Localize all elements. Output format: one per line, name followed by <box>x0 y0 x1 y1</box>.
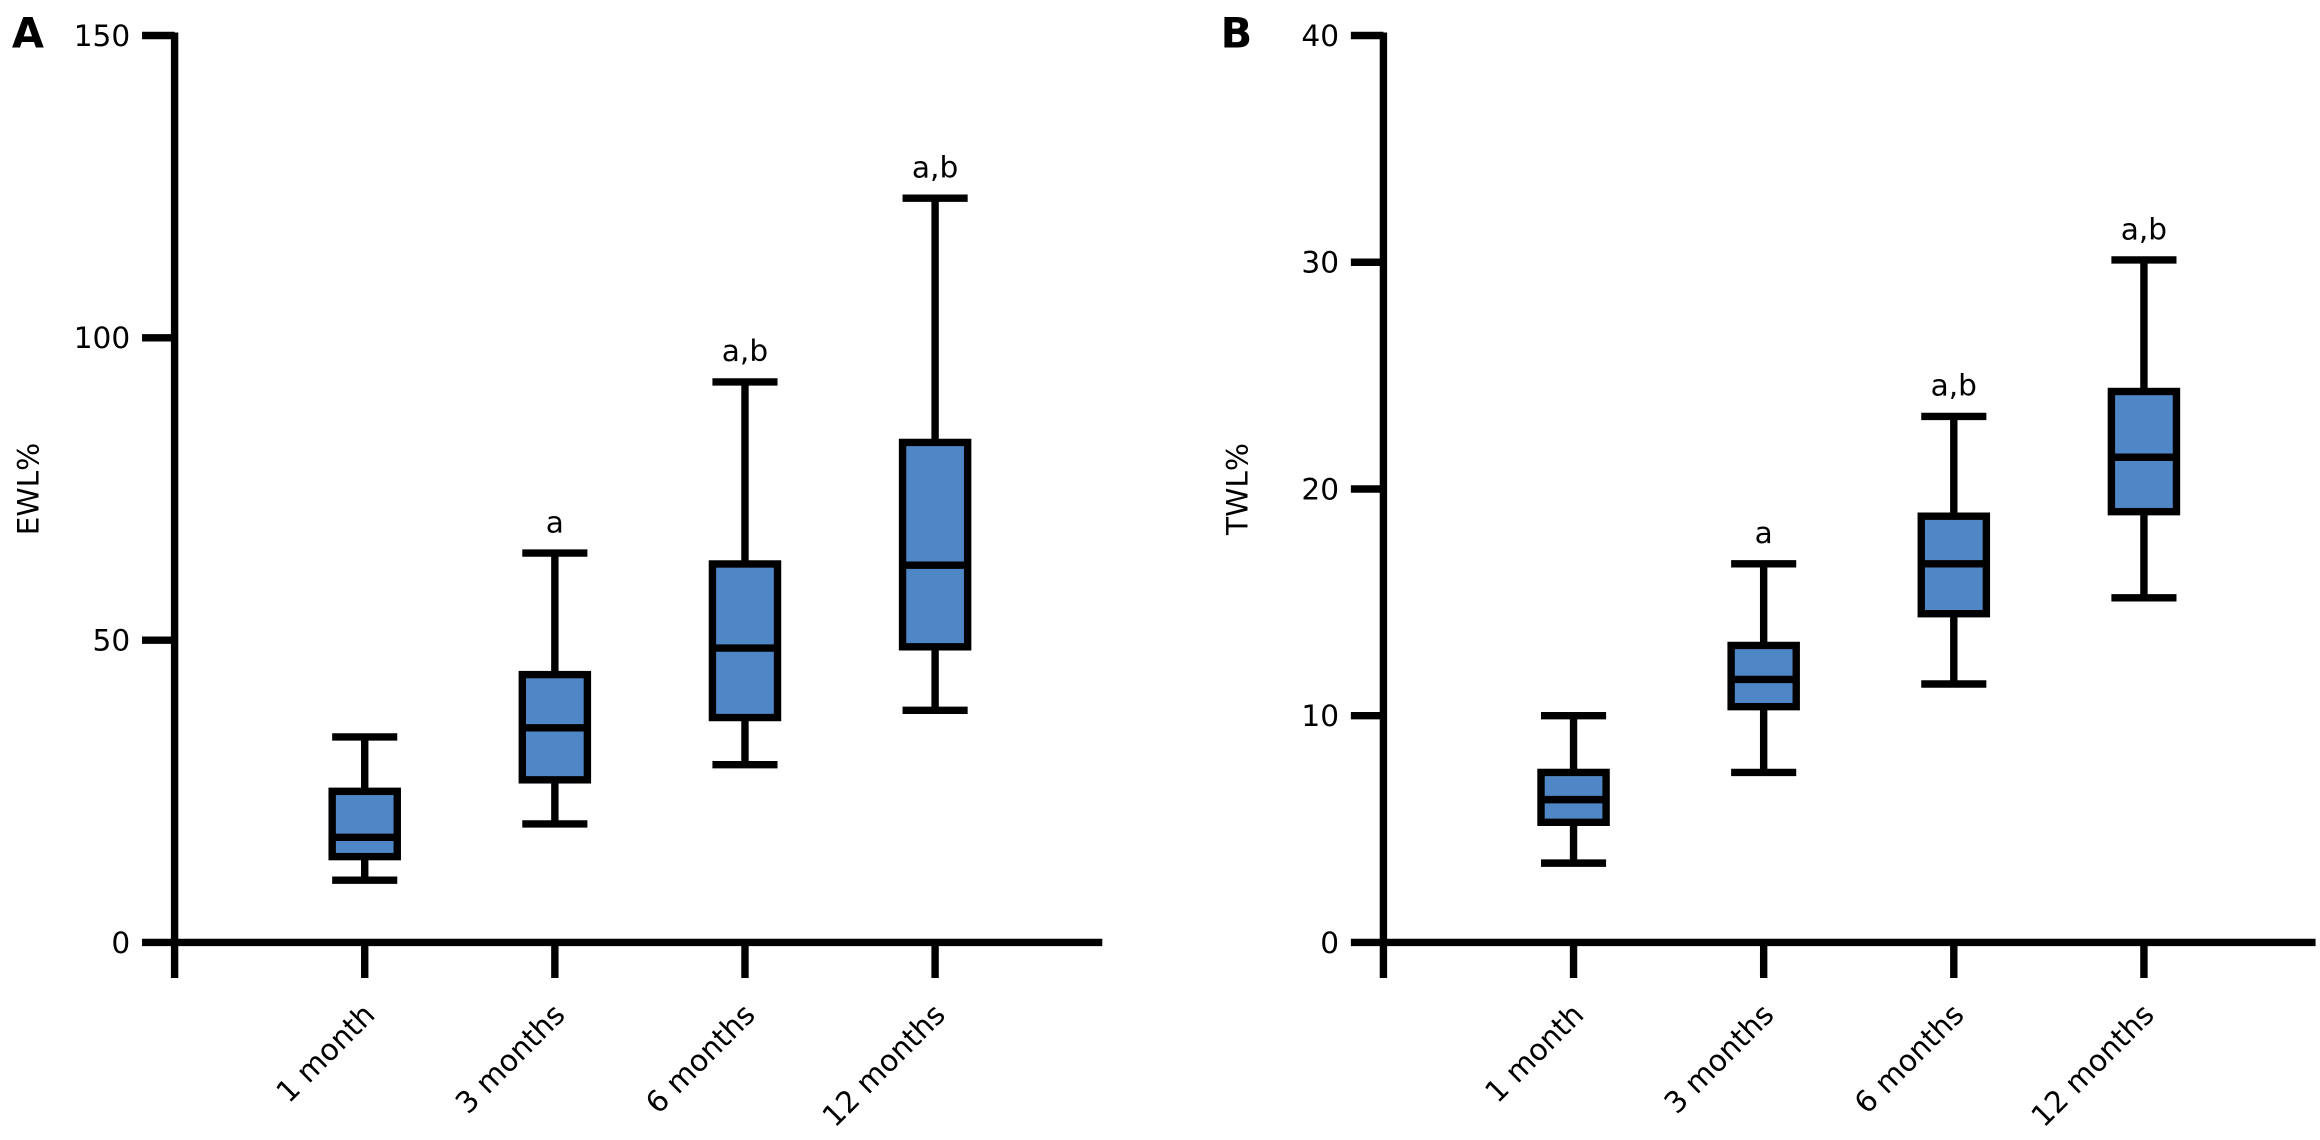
whisker-high <box>2111 256 2177 392</box>
whisker-high <box>332 733 398 792</box>
annotation: a <box>1755 516 1773 550</box>
annotation: a,b <box>912 150 958 184</box>
y-tick-label: 0 <box>111 926 130 960</box>
x-tick-label: 6 months <box>639 997 762 1120</box>
annotation: a,b <box>2121 212 2167 246</box>
whisker-low <box>902 646 968 714</box>
y-tick-label: 30 <box>1301 246 1339 280</box>
y-tick-label: 50 <box>93 624 131 658</box>
whisker-high <box>1731 560 1797 646</box>
box <box>2107 387 2181 516</box>
x-tick-label: 1 month <box>1478 997 1590 1109</box>
annotation: a,b <box>722 334 768 368</box>
panel-label: A <box>12 9 44 57</box>
whisker-high <box>1540 712 1607 773</box>
box <box>898 438 972 651</box>
whisker-low <box>1731 706 1797 777</box>
y-tick-label: 10 <box>1301 699 1339 733</box>
y-tick-label: 0 <box>1320 926 1339 960</box>
whisker-high <box>902 194 968 443</box>
box <box>328 787 401 861</box>
y-tick-label: 40 <box>1301 19 1339 53</box>
y-tick-label: 100 <box>74 321 130 355</box>
annotation: a,b <box>1931 369 1977 403</box>
box <box>708 560 782 722</box>
y-tick-label: 150 <box>74 19 130 53</box>
whisker-low <box>522 779 588 828</box>
x-tick-label: 12 months <box>816 997 952 1133</box>
x-tick-label: 6 months <box>1848 997 1971 1120</box>
y-axis-label: EWL% <box>11 443 45 536</box>
whisker-low <box>1921 613 1987 688</box>
y-axis-label: TWL% <box>1220 443 1254 536</box>
whisker-low <box>712 717 778 769</box>
whisker-low <box>332 856 398 884</box>
x-tick-label: 12 months <box>2025 997 2161 1133</box>
x-tick-label: 3 months <box>1658 997 1781 1120</box>
whisker-low <box>2111 511 2177 602</box>
whisker-low <box>1540 822 1607 867</box>
x-tick-label: 1 month <box>270 997 382 1109</box>
y-tick-label: 20 <box>1301 472 1339 506</box>
x-tick-label: 3 months <box>449 997 572 1120</box>
whisker-high <box>1921 412 1987 517</box>
panel-label: B <box>1221 9 1253 57</box>
annotation: a <box>546 505 564 539</box>
whisker-high <box>712 378 778 564</box>
whisker-high <box>522 549 588 675</box>
